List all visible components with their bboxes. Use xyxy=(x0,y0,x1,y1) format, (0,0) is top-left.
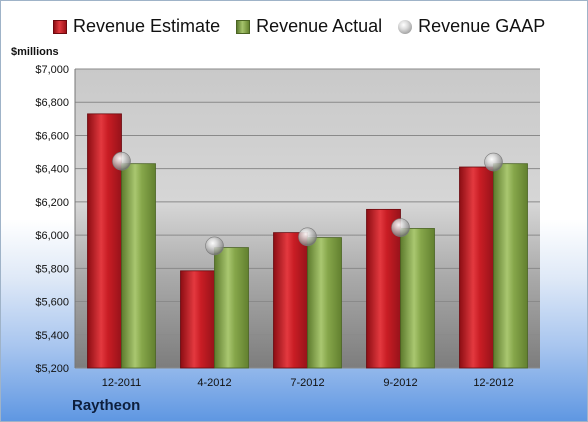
legend-item-gaap: Revenue GAAP xyxy=(398,16,545,37)
marker-revenue-gaap xyxy=(112,151,131,171)
y-tick-label: $6,800 xyxy=(35,97,69,109)
bar-revenue-estimate xyxy=(180,270,215,369)
bar-revenue-actual xyxy=(493,163,528,369)
bar-revenue-actual xyxy=(121,163,156,369)
marker-revenue-gaap xyxy=(391,218,410,237)
legend-swatch-estimate xyxy=(53,19,67,34)
bar-revenue-estimate xyxy=(459,166,494,369)
bar-revenue-actual xyxy=(307,237,342,369)
company-name: Raytheon xyxy=(72,397,141,414)
bar-revenue-estimate xyxy=(273,232,308,369)
x-tick-label: 9-2012 xyxy=(383,377,417,389)
bar-revenue-actual xyxy=(400,228,435,369)
y-tick-label: $5,200 xyxy=(35,363,69,375)
legend-swatch-actual xyxy=(236,19,251,34)
x-tick-label: 4-2012 xyxy=(197,377,231,389)
marker-revenue-gaap xyxy=(484,152,503,172)
y-tick-label: $6,200 xyxy=(35,197,69,209)
legend-label-gaap: Revenue GAAP xyxy=(418,16,546,36)
bar-revenue-actual xyxy=(214,247,249,369)
y-tick-label: $5,600 xyxy=(35,297,69,309)
legend-item-actual: Revenue Actual xyxy=(236,16,382,37)
legend-label-actual: Revenue Actual xyxy=(256,16,383,36)
y-tick-label: $6,600 xyxy=(35,130,69,142)
y-tick-label: $6,400 xyxy=(35,164,69,176)
x-tick-label: 12-2012 xyxy=(473,377,513,389)
legend-swatch-gaap xyxy=(398,19,413,34)
y-tick-label: $7,000 xyxy=(35,64,69,76)
y-tick-label: $5,800 xyxy=(35,263,69,275)
y-tick-label: $6,000 xyxy=(35,230,69,242)
legend-item-estimate: Revenue Estimate xyxy=(53,16,220,37)
y-tick-label: $5,400 xyxy=(35,330,69,342)
x-tick-label: 7-2012 xyxy=(290,377,324,389)
x-tick-label: 12-2011 xyxy=(102,377,142,389)
bar-revenue-estimate xyxy=(366,208,401,369)
y-axis-unit-label: $millions xyxy=(11,46,59,58)
legend: Revenue Estimate Revenue Actual Revenue … xyxy=(53,16,561,37)
bar-revenue-estimate xyxy=(87,113,122,369)
legend-label-estimate: Revenue Estimate xyxy=(73,16,221,36)
marker-revenue-gaap xyxy=(205,236,224,256)
marker-revenue-gaap xyxy=(298,227,317,247)
